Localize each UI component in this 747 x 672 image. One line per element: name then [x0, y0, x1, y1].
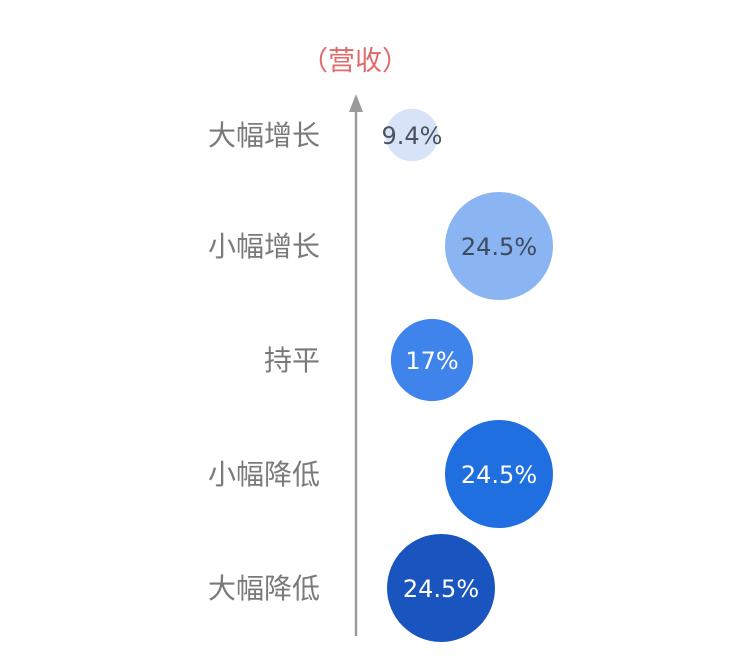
data-label: 24.5% [403, 575, 479, 603]
category-label: 小幅增长 [208, 230, 320, 263]
category-label: 大幅增长 [208, 119, 320, 152]
category-label: 小幅降低 [208, 458, 320, 491]
data-label: 17% [405, 347, 458, 375]
bubble [387, 534, 495, 642]
category-label: 大幅降低 [208, 572, 320, 605]
bubble [385, 108, 439, 162]
data-label: 24.5% [461, 233, 537, 261]
bubble [445, 192, 553, 300]
category-label: 持平 [264, 344, 320, 377]
data-label: 24.5% [461, 461, 537, 489]
axis-title: （营收） [301, 46, 409, 77]
bubble [390, 318, 474, 402]
bubble [445, 420, 553, 528]
data-label: 9.4% [382, 122, 443, 150]
y-axis-arrow-icon [349, 94, 363, 112]
